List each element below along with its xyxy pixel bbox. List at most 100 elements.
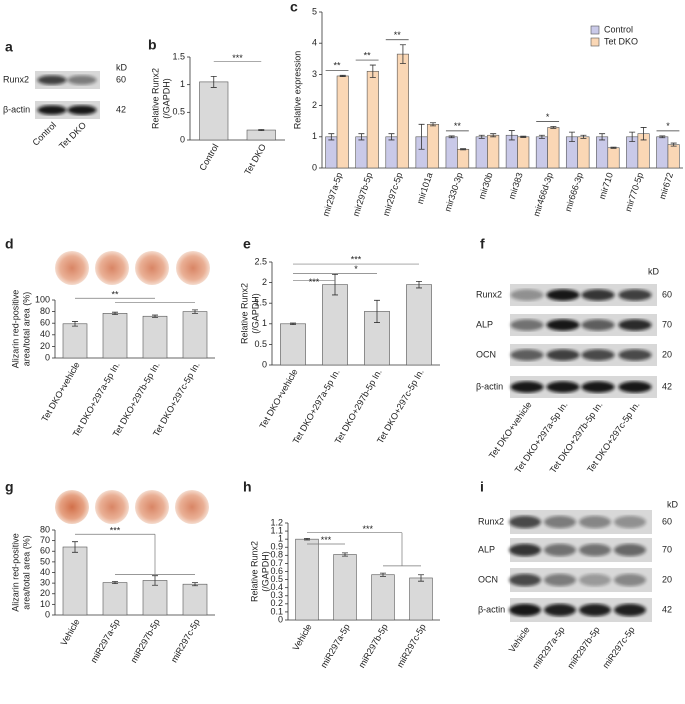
y-tick-label: 1.5: [172, 51, 185, 61]
error-bar: [152, 575, 158, 586]
blot-band: [581, 289, 615, 301]
blot-band: [579, 573, 611, 587]
y-tick-label: 70: [40, 535, 50, 545]
error-bar: [380, 572, 386, 577]
error-bar: [460, 148, 467, 151]
y-tick-label: 40: [40, 329, 50, 339]
y-tick-label: 1: [262, 318, 267, 328]
significance-label: *: [546, 112, 550, 122]
y-tick-label: 10: [40, 599, 50, 609]
error-bar: [374, 299, 380, 323]
blot-band: [546, 381, 580, 393]
x-tick-label: Vehicle: [291, 622, 314, 652]
y-tick-label: 2: [312, 100, 317, 110]
size-label: 70: [662, 319, 672, 329]
bar: [366, 70, 379, 169]
size-label: 60: [116, 74, 126, 84]
bar: [487, 134, 500, 169]
blot-band: [509, 603, 541, 617]
size-unit: kD: [648, 266, 660, 276]
row-label: OCN: [476, 349, 496, 359]
x-tick-label: miR297b-5p: [357, 622, 390, 669]
stain-image: [175, 490, 209, 524]
legend-label: Tet DKO: [604, 36, 638, 46]
y-axis-label: Alizarin red-positive: [10, 290, 20, 369]
y-axis-label: (/GAPDH): [260, 551, 270, 592]
blot-band: [544, 515, 576, 529]
panel-label: g: [5, 479, 14, 495]
y-tick-label: 0.5: [270, 574, 283, 584]
y-axis-label: Alizarin red-positive: [10, 533, 20, 612]
panel-label: d: [5, 236, 14, 252]
y-tick-label: 20: [40, 588, 50, 598]
blot-band: [614, 543, 646, 557]
row-label: β-actin: [3, 104, 30, 114]
x-tick-label: miR297c-5p: [395, 622, 428, 669]
blot-band: [579, 603, 611, 617]
y-tick-label: 0: [180, 134, 185, 144]
error-bar: [388, 133, 395, 141]
x-tick-label: mir101a: [415, 171, 435, 205]
stain-image: [55, 490, 89, 524]
x-tick-label: mir297b-5p: [351, 171, 375, 217]
error-bar: [369, 64, 376, 78]
bar: [322, 284, 348, 366]
y-tick-label: 1: [278, 534, 283, 544]
y-tick-label: 0: [45, 609, 50, 619]
x-tick-label: Tet DKO+297c-5p In.: [151, 360, 202, 438]
y-tick-label: 0.1: [270, 606, 283, 616]
y-tick-label: 40: [40, 567, 50, 577]
bar: [406, 284, 432, 366]
significance-label: ***: [363, 524, 374, 534]
x-tick-label: mir297c-5p: [381, 171, 404, 217]
panel-label: c: [290, 0, 298, 15]
bar: [325, 136, 338, 169]
blot-band: [581, 381, 615, 393]
bar: [596, 136, 609, 169]
error-bar: [538, 134, 545, 139]
error-bar: [490, 133, 497, 138]
bar: [355, 136, 368, 169]
error-bar: [210, 75, 217, 88]
stain-image: [135, 251, 169, 285]
y-tick-label: 30: [40, 578, 50, 588]
lane-label: miR297b-5p: [565, 625, 601, 671]
error-bar: [640, 127, 647, 141]
bar: [142, 315, 168, 359]
y-tick-label: 0.6: [270, 566, 283, 576]
significance-label: ***: [309, 277, 320, 287]
row-label: Runx2: [478, 516, 504, 526]
significance-label: **: [334, 61, 342, 71]
error-bar: [568, 131, 575, 142]
blot-band: [37, 75, 67, 85]
row-label: β-actin: [478, 604, 505, 614]
significance-label: ***: [110, 525, 121, 535]
error-bar: [599, 133, 606, 141]
x-tick-label: miR297c-5p: [169, 617, 202, 664]
y-tick-label: 4: [312, 38, 317, 48]
stain-image: [95, 490, 129, 524]
x-tick-label: mir672: [657, 171, 675, 200]
error-bar: [448, 135, 455, 139]
blot-band: [579, 515, 611, 529]
y-axis-label: area/total area (%): [21, 292, 31, 367]
y-tick-label: 0.9: [270, 542, 283, 552]
error-bar: [339, 74, 346, 77]
bar: [667, 144, 680, 169]
error-bar: [430, 122, 437, 127]
error-bar: [418, 574, 424, 582]
size-label: 60: [662, 289, 672, 299]
significance-label: ***: [321, 535, 332, 545]
bar: [409, 577, 433, 621]
size-unit: kD: [116, 62, 128, 72]
error-bar: [550, 126, 557, 129]
bar: [102, 313, 128, 359]
row-label: ALP: [478, 544, 495, 554]
error-bar: [358, 133, 365, 141]
size-unit: kD: [667, 499, 679, 509]
x-tick-label: mir770-5p: [623, 171, 645, 213]
error-bar: [192, 309, 198, 314]
y-tick-label: 0.5: [172, 107, 185, 117]
error-bar: [610, 146, 617, 149]
